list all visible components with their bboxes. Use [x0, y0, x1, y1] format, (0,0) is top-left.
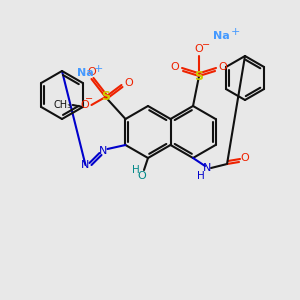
Text: O: O [171, 62, 179, 72]
Text: O: O [138, 171, 146, 181]
Text: N: N [81, 160, 90, 170]
Text: O: O [124, 78, 133, 88]
Text: CH₃: CH₃ [54, 100, 72, 110]
Text: S: S [101, 91, 110, 103]
Text: −: − [85, 94, 94, 104]
Text: N: N [203, 163, 211, 173]
Text: O: O [195, 44, 203, 54]
Text: +: + [94, 64, 103, 74]
Text: Na: Na [77, 68, 94, 78]
Text: +: + [230, 27, 240, 37]
Text: −: − [202, 40, 210, 50]
Text: H: H [132, 165, 140, 175]
Text: O: O [80, 100, 89, 110]
Text: O: O [87, 67, 96, 77]
Text: O: O [241, 153, 249, 163]
Text: H: H [197, 171, 205, 181]
Text: S: S [194, 70, 203, 83]
Text: O: O [219, 62, 227, 72]
Text: N: N [99, 146, 108, 156]
Text: Na: Na [213, 31, 230, 41]
